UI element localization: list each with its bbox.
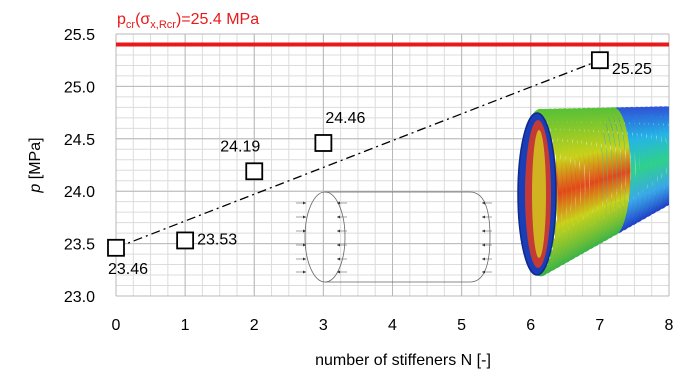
- load-arrow-head: [482, 257, 485, 261]
- x-axis-label: number of stiffeners N [-]: [315, 352, 491, 369]
- data-label: 25.25: [612, 61, 652, 78]
- load-arrow-head: [482, 229, 485, 233]
- cylinder-front-core: [532, 130, 546, 258]
- trendline: [115, 59, 601, 249]
- insets: [296, 106, 669, 283]
- x-tick-label: 8: [665, 317, 674, 334]
- data-label: 24.46: [325, 110, 365, 127]
- y-tick-label: 24.5: [64, 132, 95, 149]
- y-tick-label: 23.0: [64, 289, 95, 306]
- load-arrow-head: [337, 229, 340, 233]
- data-point: [314, 134, 333, 152]
- load-arrow-head: [303, 229, 306, 233]
- data-point: [245, 162, 264, 181]
- x-tick-label: 6: [526, 317, 535, 334]
- load-arrow-head: [482, 243, 485, 247]
- load-arrow-head: [303, 257, 306, 261]
- x-tick-label: 3: [319, 317, 328, 334]
- data-label: 24.19: [220, 138, 260, 155]
- cylinder-ring: [665, 122, 669, 182]
- load-arrow-head: [337, 201, 340, 205]
- load-arrow-head: [303, 243, 306, 247]
- x-tick-label: 4: [388, 317, 397, 334]
- y-tick-label: 25.0: [64, 79, 95, 96]
- x-tick-label: 5: [457, 317, 466, 334]
- load-arrow-head: [482, 270, 485, 274]
- data-label: 23.46: [108, 261, 148, 278]
- schematic-body: [325, 191, 491, 283]
- data-label: 23.53: [197, 231, 237, 248]
- reference-line-label: pcr(σx,Rcr)=25.4 MPa: [117, 11, 259, 31]
- load-arrow-head: [337, 243, 340, 247]
- axes: 23.0 23.5 24.0 24.5 25.0 25.5 0 1 2 3 4 5 6 7 8: [64, 27, 674, 334]
- cylinder-schematic: [296, 191, 492, 283]
- load-arrow-head: [482, 201, 485, 205]
- cylinder-render: [517, 106, 669, 277]
- load-arrow-head: [337, 257, 340, 261]
- load-arrow-head: [303, 201, 306, 205]
- y-axis-label: p [MPa]: [27, 137, 44, 193]
- y-tick-label: 25.5: [64, 27, 95, 44]
- data-point: [107, 238, 125, 257]
- load-arrow-head: [337, 270, 340, 274]
- x-tick-label: 2: [250, 317, 259, 334]
- load-arrow-head: [337, 215, 340, 219]
- y-tick-label: 24.0: [64, 184, 95, 201]
- data-point: [176, 231, 195, 250]
- x-tick-label: 7: [595, 317, 604, 334]
- cylinder-ring: [655, 106, 669, 204]
- marks: 23.46 23.53 24.19 24.46 25.25: [107, 42, 669, 278]
- y-tick-label: 23.5: [64, 237, 95, 254]
- load-arrow-head: [482, 215, 485, 219]
- load-arrow-head: [303, 270, 306, 274]
- x-tick-label: 1: [181, 317, 190, 334]
- schematic-left-end: [304, 191, 346, 283]
- x-tick-label: 0: [112, 317, 121, 334]
- data-point: [590, 51, 609, 70]
- load-arrow-head: [303, 215, 306, 219]
